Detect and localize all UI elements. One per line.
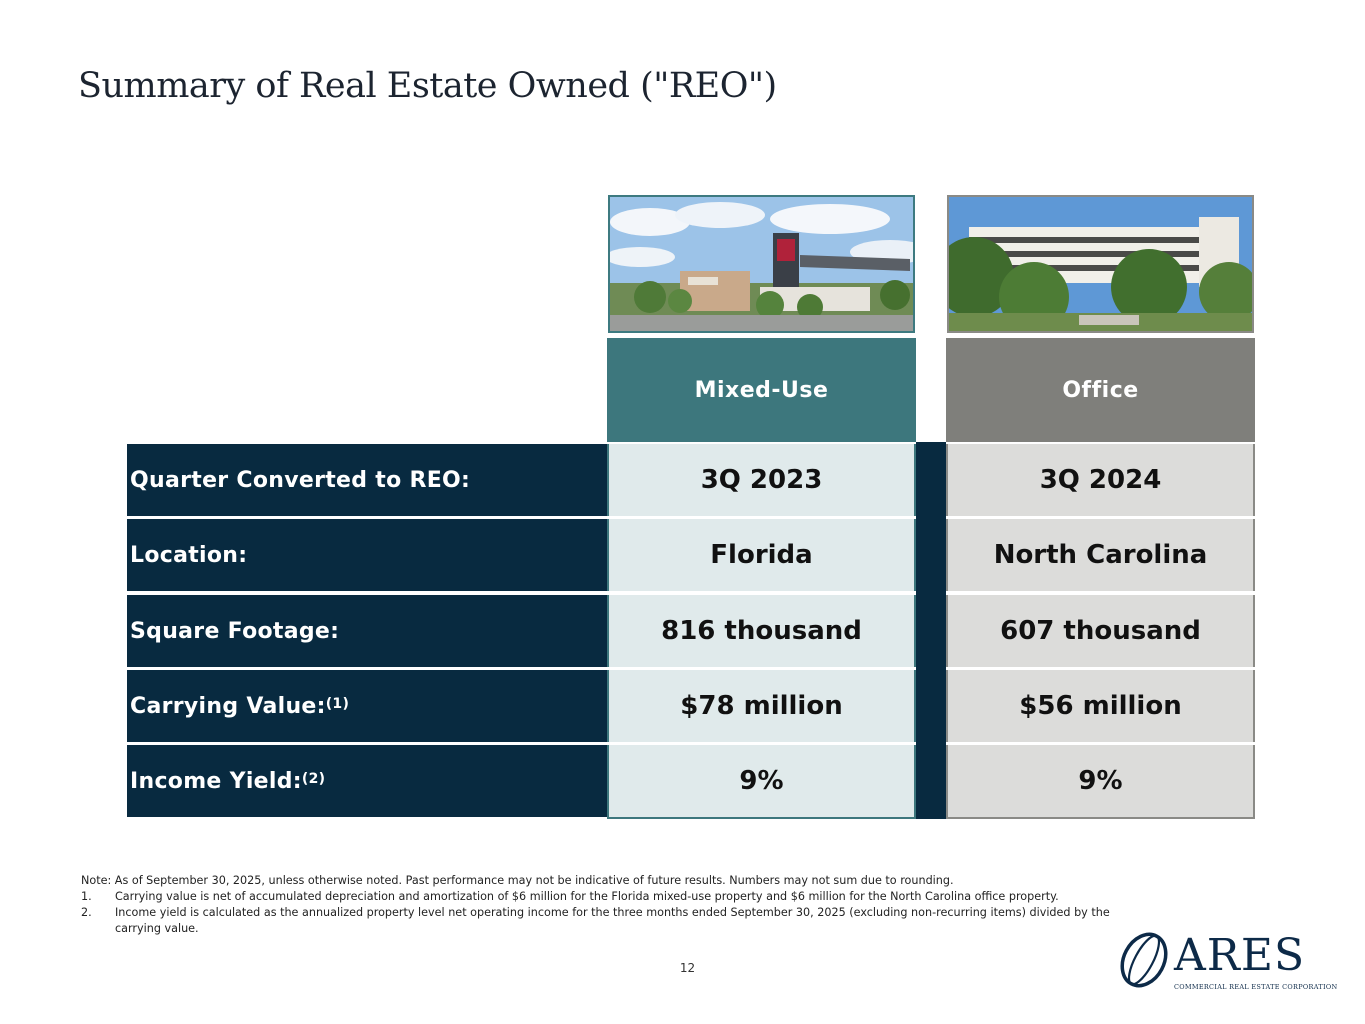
mixed-use-photo: [608, 195, 915, 333]
column-header-office: Office: [946, 338, 1255, 442]
office-value: 9%: [946, 745, 1255, 817]
row-label: Carrying Value: (1): [127, 670, 607, 742]
row-label: Income Yield: (2): [127, 745, 607, 817]
page-title: Summary of Real Estate Owned ("REO"): [78, 66, 777, 106]
footnote-1: 1. Carrying value is net of accumulated …: [81, 889, 1111, 905]
office-value: 607 thousand: [946, 595, 1255, 667]
row-label: Square Footage:: [127, 595, 607, 667]
footnote-ref: (2): [301, 771, 326, 787]
logo-subtitle: COMMERCIAL REAL ESTATE CORPORATION: [1174, 983, 1338, 991]
divider: [946, 742, 1255, 745]
page-number: 12: [679, 961, 696, 975]
ares-logo: ARES COMMERCIAL REAL ESTATE CORPORATION: [1118, 928, 1337, 994]
divider: [607, 516, 916, 519]
note-text: Note: As of September 30, 2025, unless o…: [81, 874, 954, 887]
office-value: $56 million: [946, 670, 1255, 742]
footnote-2: 2. Income yield is calculated as the ann…: [81, 905, 1111, 937]
mixed-use-value: 816 thousand: [607, 595, 916, 667]
footnote-text: Carrying value is net of accumulated dep…: [115, 890, 1059, 903]
ares-logo-mark-icon: [1120, 932, 1168, 988]
mixed-use-value: Florida: [607, 519, 916, 591]
divider: [607, 667, 916, 670]
divider: [946, 591, 1255, 594]
office-value: 3Q 2024: [946, 444, 1255, 516]
row-label: Quarter Converted to REO:: [127, 444, 607, 516]
column-header-mixed-use: Mixed-Use: [607, 338, 916, 442]
logo-wordmark: ARES: [1174, 930, 1306, 981]
footnote-ref: (1): [325, 696, 350, 712]
mixed-use-value: 9%: [607, 745, 916, 817]
office-photo: [947, 195, 1254, 333]
footnote-number: 1.: [81, 890, 92, 903]
mixed-use-value: $78 million: [607, 670, 916, 742]
footnote-text: Income yield is calculated as the annual…: [115, 906, 1110, 935]
divider: [607, 742, 916, 745]
office-value: North Carolina: [946, 519, 1255, 591]
column-divider-band: [916, 442, 946, 819]
mixed-use-value: 3Q 2023: [607, 444, 916, 516]
divider: [946, 817, 1255, 819]
footnote-number: 2.: [81, 906, 92, 919]
divider: [946, 516, 1255, 519]
divider: [946, 667, 1255, 670]
divider: [607, 817, 916, 819]
divider: [607, 591, 916, 594]
footnotes: Note: As of September 30, 2025, unless o…: [81, 873, 1111, 937]
row-label: Location:: [127, 519, 607, 591]
